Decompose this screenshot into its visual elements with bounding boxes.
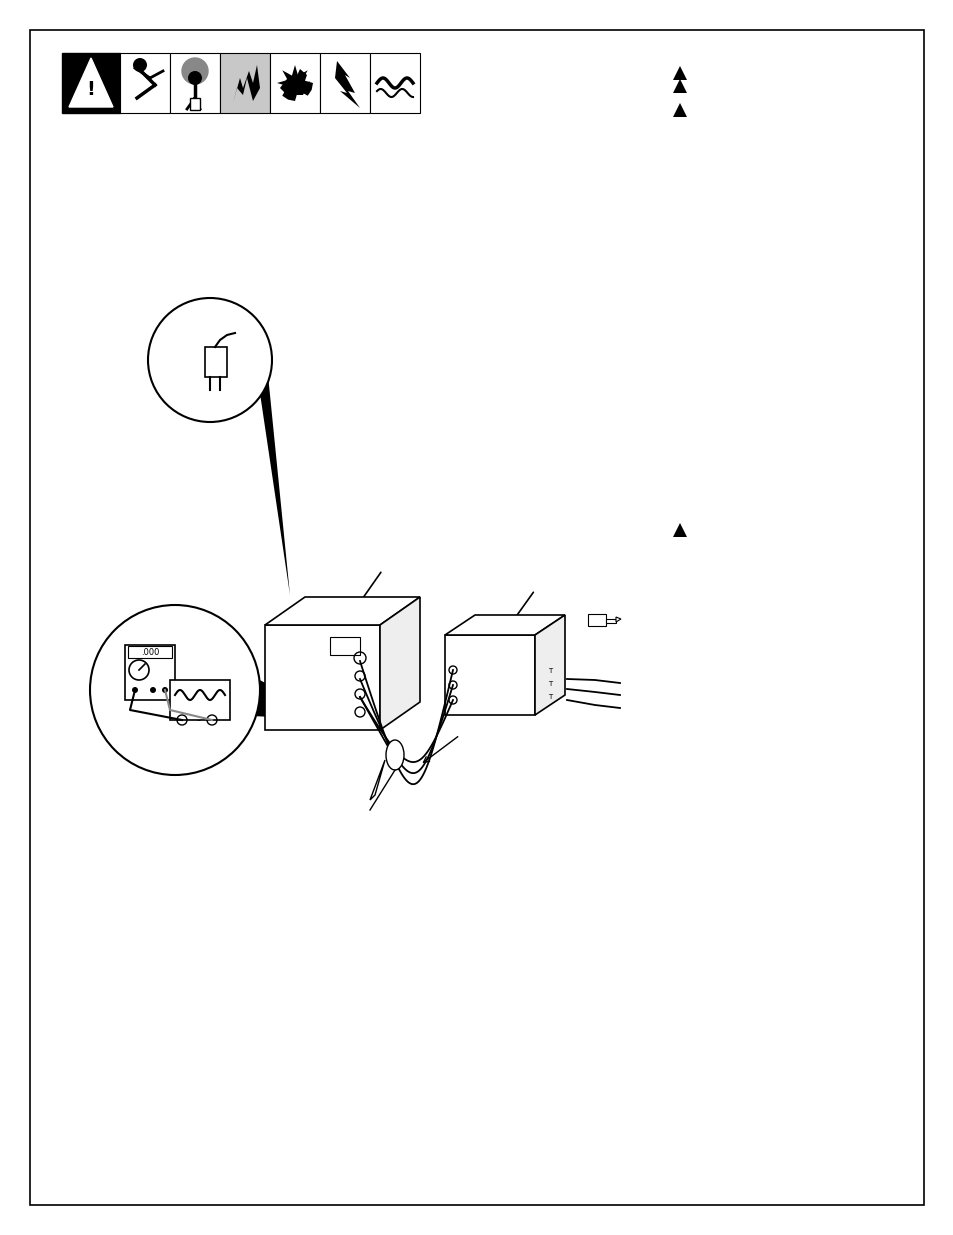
Circle shape bbox=[132, 58, 147, 72]
Bar bbox=[125, 645, 174, 700]
Polygon shape bbox=[265, 597, 419, 625]
Circle shape bbox=[162, 687, 168, 693]
Ellipse shape bbox=[386, 740, 403, 769]
Bar bbox=[62, 53, 120, 112]
Circle shape bbox=[148, 298, 272, 422]
Polygon shape bbox=[535, 615, 564, 715]
Bar bbox=[270, 53, 319, 112]
Polygon shape bbox=[335, 61, 359, 107]
Bar bbox=[190, 98, 200, 110]
Polygon shape bbox=[672, 103, 686, 117]
Circle shape bbox=[182, 58, 208, 84]
Bar bbox=[170, 53, 220, 112]
Polygon shape bbox=[444, 615, 564, 635]
Polygon shape bbox=[672, 65, 686, 80]
Polygon shape bbox=[616, 618, 620, 622]
Text: -: - bbox=[195, 715, 200, 725]
Bar bbox=[205, 347, 227, 377]
Bar bbox=[370, 53, 419, 112]
Polygon shape bbox=[230, 671, 337, 720]
Bar bbox=[587, 614, 605, 626]
Bar bbox=[220, 53, 270, 112]
Circle shape bbox=[132, 687, 138, 693]
Text: T: T bbox=[547, 694, 552, 700]
Bar bbox=[128, 646, 172, 658]
Polygon shape bbox=[672, 522, 686, 537]
Polygon shape bbox=[69, 58, 112, 107]
Text: .000: .000 bbox=[141, 647, 159, 657]
Polygon shape bbox=[276, 65, 313, 101]
Text: T: T bbox=[547, 668, 552, 674]
Bar bbox=[265, 625, 379, 730]
Polygon shape bbox=[379, 597, 419, 730]
Text: !: ! bbox=[87, 80, 95, 99]
Bar bbox=[444, 635, 535, 715]
Bar bbox=[170, 680, 230, 720]
Bar bbox=[330, 637, 359, 655]
Polygon shape bbox=[257, 345, 290, 595]
Circle shape bbox=[150, 687, 156, 693]
Polygon shape bbox=[280, 69, 310, 95]
Polygon shape bbox=[370, 760, 385, 800]
Polygon shape bbox=[605, 619, 616, 622]
Circle shape bbox=[90, 605, 260, 776]
Polygon shape bbox=[672, 79, 686, 93]
Bar bbox=[319, 53, 370, 112]
Circle shape bbox=[188, 70, 202, 85]
Bar bbox=[120, 53, 170, 112]
Text: T: T bbox=[547, 680, 552, 687]
Polygon shape bbox=[233, 65, 260, 103]
